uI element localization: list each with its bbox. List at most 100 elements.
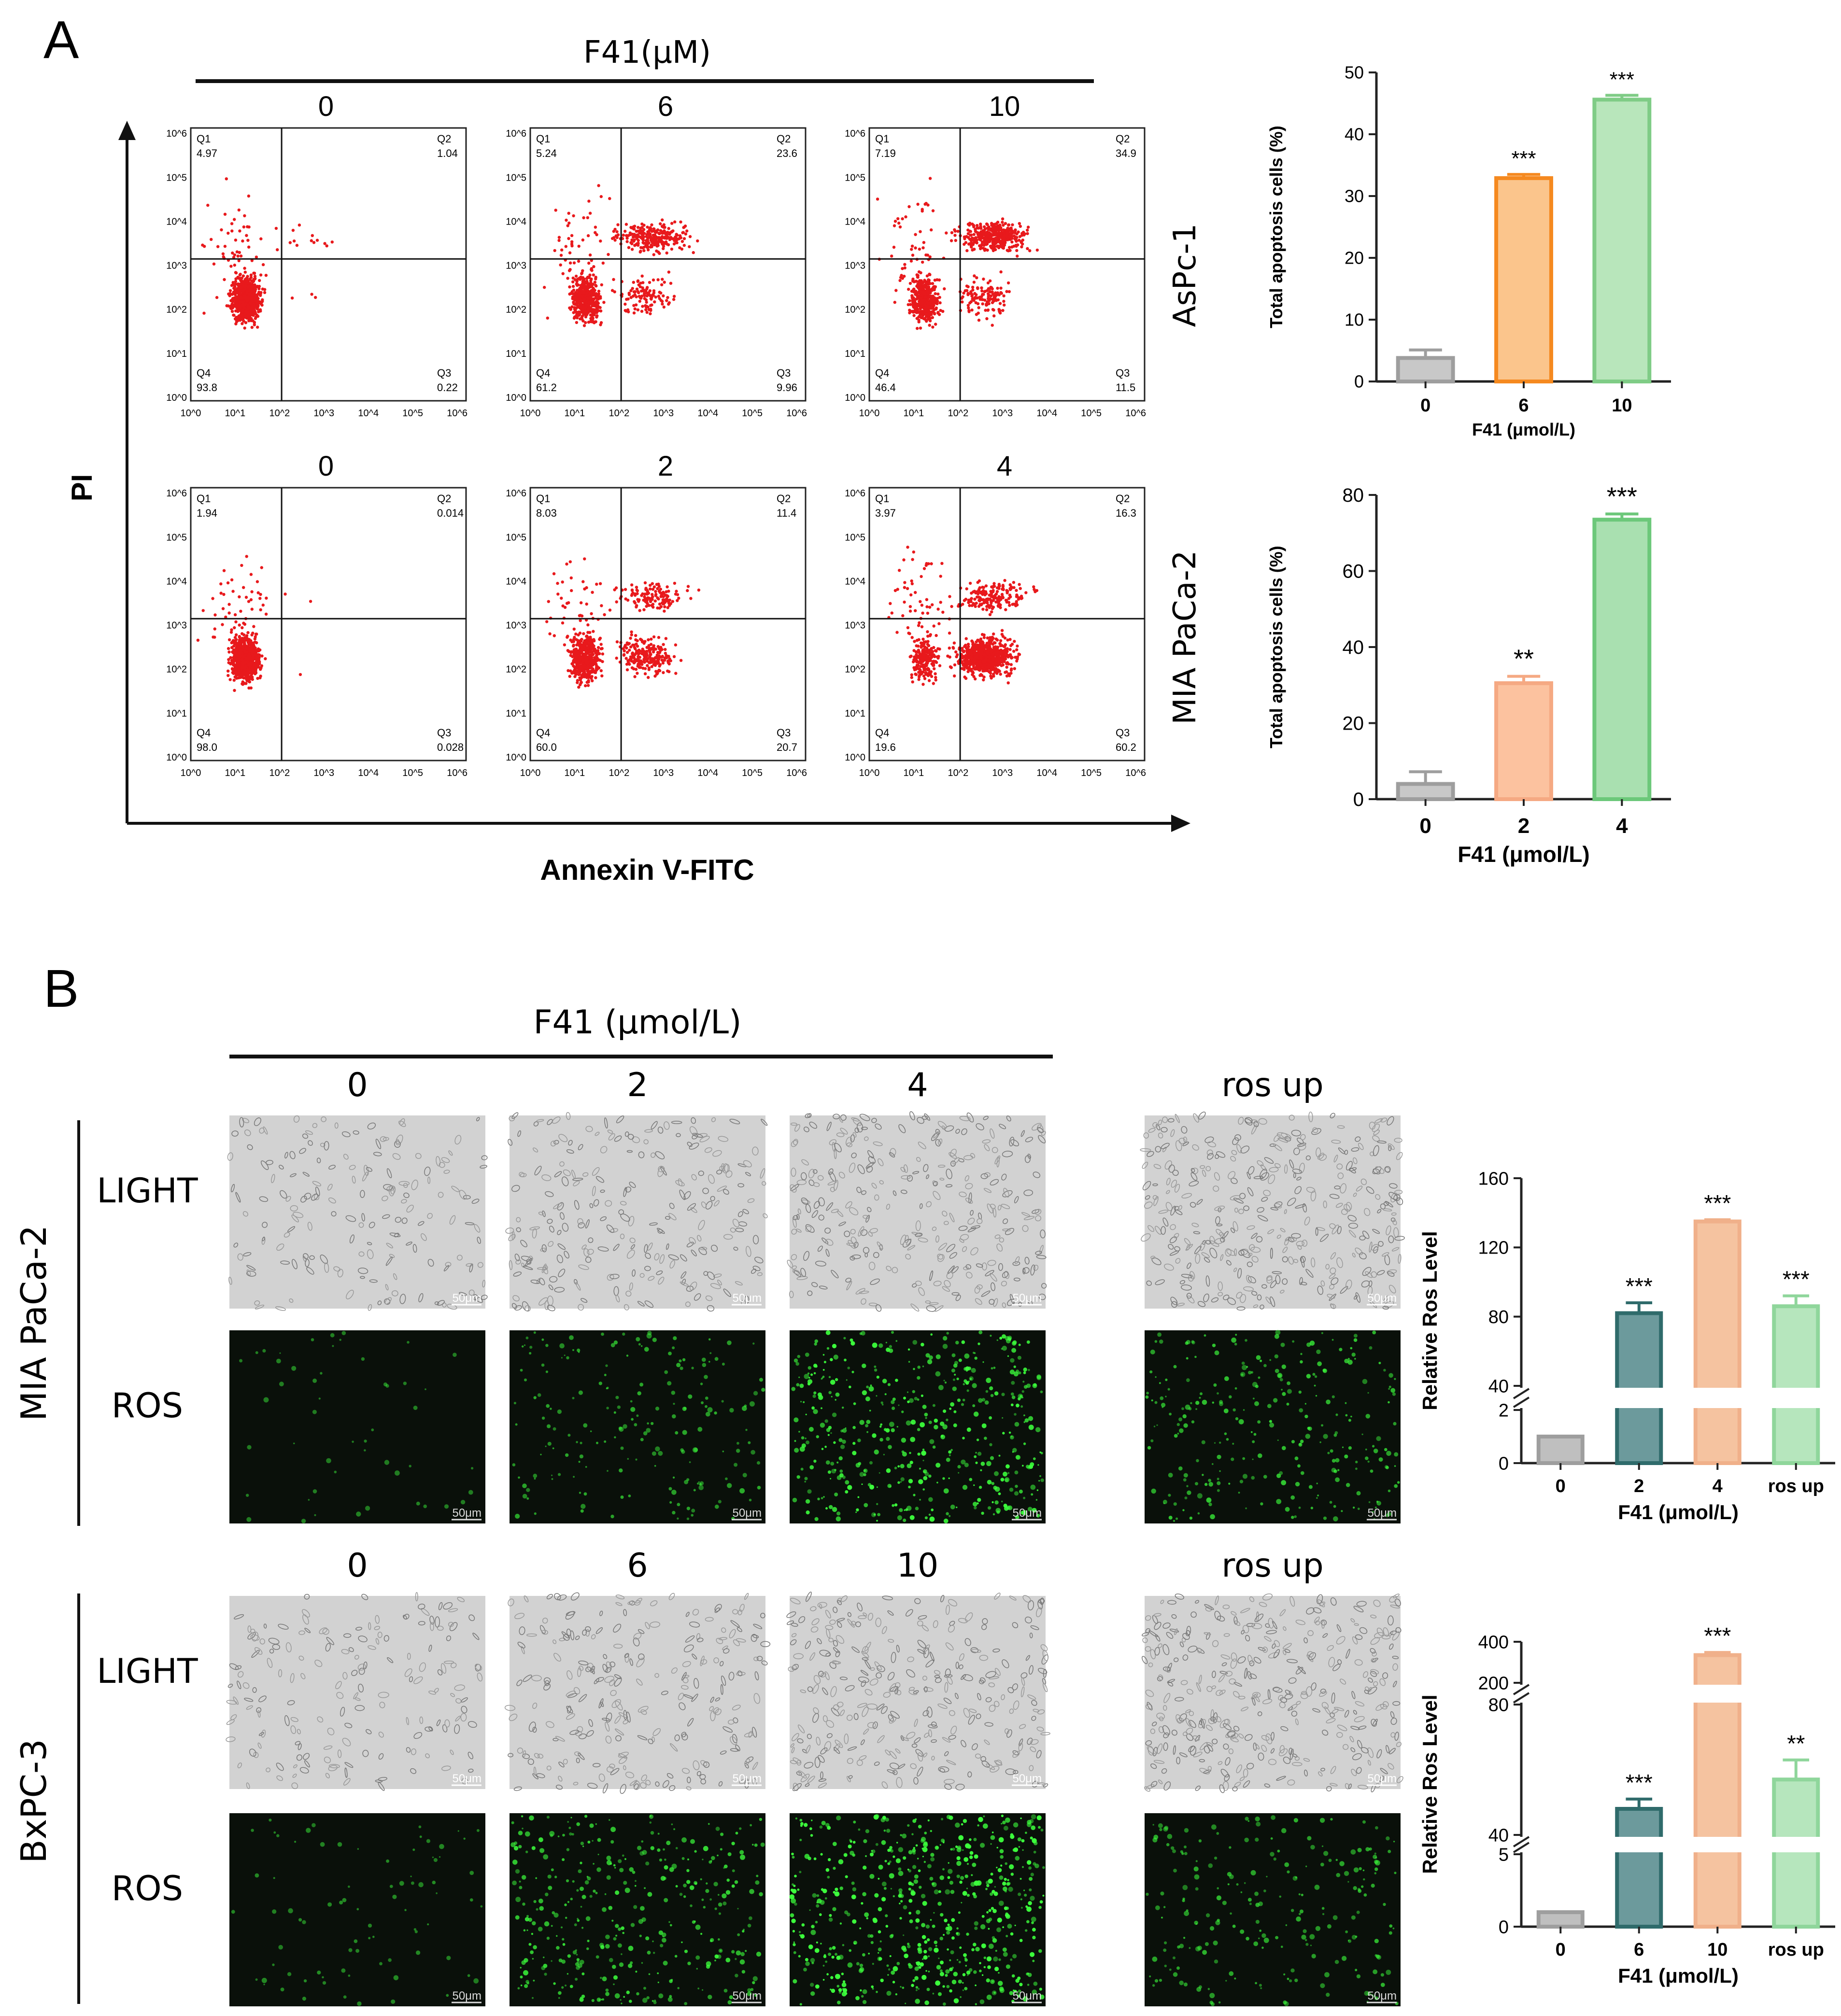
flow-x-tick: 10^2 — [948, 408, 968, 419]
flow-y-tick: 10^6 — [845, 488, 865, 499]
micrograph-dose-label: 2 — [627, 1066, 648, 1104]
flow-x-tick: 10^0 — [520, 768, 541, 778]
x-axis-title: F41 (μmol/L) — [1618, 1501, 1739, 1523]
y-tick-label: 200 — [1478, 1673, 1509, 1693]
significance-mark: *** — [1783, 1267, 1810, 1293]
flow-q2-value: 23.6 — [777, 147, 797, 159]
micrograph-row-label: ROS — [112, 1869, 183, 1908]
y-tick-label: 120 — [1478, 1238, 1509, 1258]
x-tick-label: 2 — [1518, 814, 1529, 838]
flow-q1-value: 4.97 — [197, 147, 217, 159]
ros-signal-dots — [1145, 1330, 1400, 1522]
axis-break-mark — [1513, 1836, 1530, 1847]
bar — [1615, 1807, 1663, 1929]
y-tick-label: 160 — [1478, 1169, 1509, 1189]
a-row-label-aspc1: AsPc-1 — [1167, 224, 1203, 327]
flow-q2-label: Q2 — [1116, 133, 1130, 145]
flow-y-tick: 10^1 — [845, 349, 865, 359]
flow-dose-label: 2 — [658, 451, 673, 482]
flow-dose-label: 0 — [318, 91, 334, 122]
scale-bar-label: 50μm — [1367, 1507, 1397, 1520]
chart-aspc1-apoptosis: 0 *** 6 *** 10 F41 (μmol/L) Total apoptosis ce… — [1266, 63, 1671, 439]
flow-q3-value: 60.2 — [1116, 741, 1136, 753]
micrograph-row-label: LIGHT — [97, 1171, 198, 1211]
y-tick-label: 20 — [1345, 248, 1364, 268]
flow-y-tick: 10^4 — [166, 216, 187, 227]
x-tick-label: 10 — [1707, 1940, 1728, 1960]
flow-q1-value: 7.19 — [875, 147, 896, 159]
flow-y-tick: 10^3 — [506, 620, 526, 631]
flow-x-tick: 10^3 — [992, 768, 1013, 778]
flow-q2-label: Q2 — [1116, 493, 1130, 505]
scale-bar-label: 50μm — [732, 1989, 762, 2002]
flow-q4-value: 19.6 — [875, 741, 896, 753]
ros-fluorescence-image — [790, 1330, 1046, 1523]
micrograph-dose-label: ros up — [1221, 1066, 1323, 1104]
flow-x-tick: 10^4 — [697, 408, 718, 419]
brightfield-cells — [787, 1111, 1047, 1312]
flow-q2-value: 16.3 — [1116, 507, 1136, 519]
chart-miapaca2-apoptosis: 0 ** 2 *** 4 F41 (μmol/L) Total apoptosis cell… — [1266, 482, 1671, 867]
flow-x-tick: 10^5 — [1081, 408, 1102, 419]
x-tick-label: 0 — [1420, 395, 1430, 416]
ros-signal-dots — [510, 1814, 765, 2005]
flow-y-tick: 10^6 — [506, 488, 526, 499]
y-tick-label: 40 — [1345, 125, 1364, 144]
flow-y-tick: 10^5 — [845, 532, 865, 543]
ros-signal-dots — [791, 1330, 1044, 1523]
flow-q3-label: Q3 — [777, 727, 791, 739]
flow-q3-value: 20.7 — [777, 741, 797, 753]
y-tick-label: 5 — [1499, 1845, 1509, 1865]
flow-dot-cloud — [876, 177, 1039, 330]
axis-break-mark — [1513, 1692, 1530, 1704]
flow-q1-label: Q1 — [875, 133, 889, 145]
flow-x-tick: 10^2 — [269, 768, 290, 778]
flow-q4-value: 61.2 — [536, 381, 557, 394]
scale-bar-label: 50μm — [452, 1989, 481, 2002]
brightfield-image — [1145, 1596, 1401, 1789]
brightfield-image — [229, 1115, 485, 1309]
flow-q3-value: 0.028 — [437, 741, 464, 753]
flow-q4-value: 98.0 — [197, 741, 217, 753]
flow-q3-label: Q3 — [1116, 727, 1130, 739]
flow-x-tick: 10^5 — [742, 768, 763, 778]
flow-q4-label: Q4 — [536, 727, 550, 739]
flow-y-tick: 10^1 — [166, 708, 187, 719]
flow-dose-label: 6 — [658, 91, 673, 122]
ros-signal-dots — [789, 1814, 1045, 2006]
flow-dot-cloud — [543, 184, 699, 327]
flow-q2-value: 11.4 — [777, 507, 796, 519]
x-tick-label: 0 — [1556, 1940, 1566, 1960]
flow-plot-frame — [190, 487, 467, 761]
axis-break-gap — [1512, 1837, 1835, 1852]
axis-break-mark — [1513, 1396, 1530, 1408]
y-tick-label: 0 — [1499, 1453, 1509, 1474]
flow-q3-label: Q3 — [1116, 367, 1130, 379]
bar — [1494, 681, 1553, 801]
flow-y-tick: 10^0 — [506, 752, 526, 763]
x-tick-label: 0 — [1419, 814, 1431, 838]
flow-y-tick: 10^5 — [845, 172, 865, 183]
flow-dose-label: 0 — [318, 451, 334, 482]
flow-y-tick: 10^1 — [845, 708, 865, 719]
y-tick-label: 80 — [1488, 1695, 1509, 1715]
flow-plot-frame — [529, 127, 807, 402]
flow-y-tick: 10^4 — [506, 216, 526, 227]
significance-mark: *** — [1511, 147, 1536, 170]
significance-mark: *** — [1610, 68, 1634, 91]
flow-y-tick: 10^4 — [506, 576, 526, 587]
flow-x-tick: 10^4 — [1036, 768, 1057, 778]
flow-x-tick: 10^6 — [786, 768, 807, 778]
y-tick-label: 0 — [1354, 372, 1364, 392]
axis-break-mark — [1513, 1842, 1530, 1853]
flow-q3-label: Q3 — [437, 727, 451, 739]
flow-y-tick: 10^1 — [166, 349, 187, 359]
flow-x-tick: 10^1 — [565, 408, 585, 419]
ros-fluorescence-image — [229, 1330, 485, 1523]
flow-dot-cloud — [887, 546, 1039, 686]
flow-x-tick: 10^0 — [859, 408, 880, 419]
ros-signal-dots — [1146, 1815, 1399, 2006]
y-tick-label: 60 — [1343, 561, 1364, 582]
flow-x-tick: 10^1 — [904, 408, 924, 419]
